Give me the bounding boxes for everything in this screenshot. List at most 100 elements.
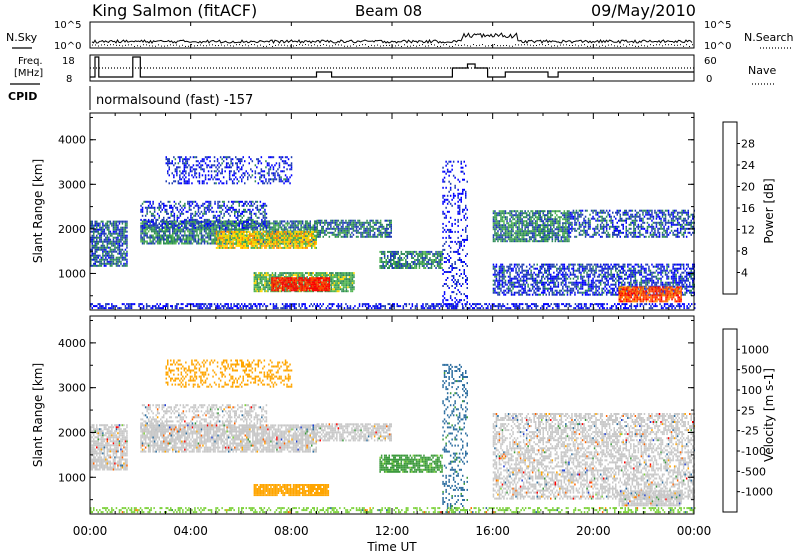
heatmap-cell xyxy=(188,232,191,235)
heatmap-cell xyxy=(149,206,151,209)
heatmap-cell xyxy=(385,259,387,261)
heatmap-cell xyxy=(149,202,151,205)
heatmap-cell xyxy=(118,222,121,225)
heatmap-cell xyxy=(156,230,159,233)
heatmap-cell xyxy=(324,219,326,222)
heatmap-cell xyxy=(321,285,323,288)
heatmap-cell xyxy=(292,277,294,280)
heatmap-cell xyxy=(150,218,153,221)
heatmap-cell xyxy=(91,240,93,243)
heatmap-cell xyxy=(193,222,195,225)
heatmap-cell xyxy=(283,287,285,290)
heatmap-cell xyxy=(446,198,449,201)
heatmap-cell xyxy=(263,170,266,173)
heatmap-cell xyxy=(182,170,184,173)
heatmap-cell xyxy=(288,234,290,237)
heatmap-cell xyxy=(271,238,274,241)
heatmap-cell xyxy=(268,180,270,183)
noise-search-dot xyxy=(665,44,666,46)
heatmap-cell xyxy=(196,220,198,223)
heatmap-cell xyxy=(261,240,263,243)
heatmap-cell xyxy=(178,236,180,239)
heatmap-cell xyxy=(93,252,95,255)
heatmap-cell xyxy=(319,287,321,290)
heatmap-cell xyxy=(448,230,450,233)
heatmap-cell xyxy=(402,263,404,265)
heatmap-cell xyxy=(274,276,277,279)
heatmap-cell xyxy=(270,244,272,247)
heatmap-cell xyxy=(149,238,151,241)
heatmap-cell xyxy=(333,282,336,285)
heatmap-cell xyxy=(328,285,331,288)
heatmap-cell xyxy=(175,232,177,235)
heatmap-cell xyxy=(172,222,174,225)
heatmap-cell xyxy=(203,230,206,233)
heatmap-cell xyxy=(494,224,496,227)
heatmap-cell xyxy=(341,272,343,275)
heatmap-cell xyxy=(301,236,304,239)
heatmap-cell xyxy=(250,226,253,229)
heatmap-cell xyxy=(168,182,170,185)
heatmap-cell xyxy=(99,222,101,225)
heatmap-cell xyxy=(403,263,406,265)
heatmap-cell xyxy=(321,283,323,286)
heatmap-cell xyxy=(497,240,499,243)
heatmap-cell xyxy=(361,233,364,236)
heatmap-cell xyxy=(331,233,334,236)
heatmap-cell xyxy=(99,248,101,251)
heatmap-cell xyxy=(445,186,447,189)
heatmap-cell xyxy=(258,230,260,233)
heatmap-cell xyxy=(309,277,311,280)
heatmap-cell xyxy=(342,284,345,287)
heatmap-cell xyxy=(203,242,206,245)
noise-search-dot xyxy=(230,45,231,47)
heatmap-cell xyxy=(442,253,444,255)
heatmap-cell xyxy=(205,228,207,231)
heatmap-cell xyxy=(188,202,191,205)
heatmap-cell xyxy=(383,257,386,259)
heatmap-cell xyxy=(229,244,231,247)
heatmap-cell xyxy=(394,253,396,255)
heatmap-cell xyxy=(316,219,318,222)
heatmap-cell xyxy=(331,219,334,222)
heatmap-cell xyxy=(212,214,215,217)
heatmap-cell xyxy=(387,231,389,234)
heatmap-cell xyxy=(295,289,297,292)
heatmap-cell xyxy=(241,232,243,235)
heatmap-cell xyxy=(274,244,277,247)
heatmap-cell xyxy=(96,250,98,253)
heatmap-cell xyxy=(180,182,183,185)
heatmap-cell xyxy=(144,234,147,237)
heatmap-cell xyxy=(286,168,288,171)
noise-search-dot xyxy=(314,44,315,46)
heatmap-cell xyxy=(97,246,99,249)
heatmap-cell xyxy=(261,284,263,287)
heatmap-cell xyxy=(324,279,326,282)
heatmap-cell xyxy=(111,222,113,225)
heatmap-cell xyxy=(94,258,96,261)
heatmap-cell xyxy=(268,228,271,231)
heatmap-cell xyxy=(295,220,298,223)
heatmap-cell xyxy=(144,240,147,243)
heatmap-cell xyxy=(291,274,293,277)
heatmap-cell xyxy=(307,283,309,286)
heatmap-cell xyxy=(360,235,362,238)
heatmap-cell xyxy=(299,283,302,286)
heatmap-cell xyxy=(209,222,212,225)
heatmap-cell xyxy=(280,176,282,179)
heatmap-cell xyxy=(423,259,425,261)
heatmap-cell xyxy=(494,232,496,235)
heatmap-cell xyxy=(149,236,151,239)
heatmap-cell xyxy=(271,281,273,284)
heatmap-cell xyxy=(267,282,269,285)
heatmap-cell xyxy=(191,234,194,237)
heatmap-cell xyxy=(252,218,254,221)
heatmap-cell xyxy=(175,220,177,223)
heatmap-cell xyxy=(185,210,188,213)
noise-search-dot xyxy=(284,44,285,46)
heatmap-cell xyxy=(227,212,230,215)
noise-search-dot xyxy=(527,44,528,46)
heatmap-cell xyxy=(256,234,259,237)
heatmap-cell xyxy=(267,284,269,287)
heatmap-cell xyxy=(118,256,121,259)
